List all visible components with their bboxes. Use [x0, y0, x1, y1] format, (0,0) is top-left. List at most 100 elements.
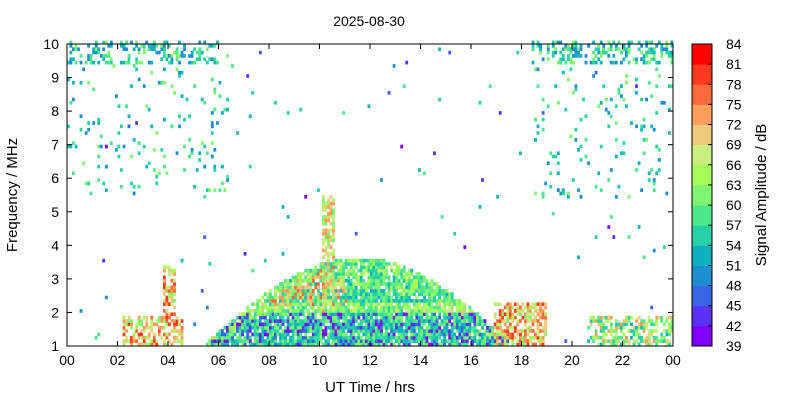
heatmap-cell [324, 218, 328, 223]
heatmap-cell [266, 342, 270, 347]
heatmap-cell [352, 265, 356, 270]
heatmap-cell [498, 329, 502, 333]
heatmap-cell [410, 339, 414, 343]
heatmap-cell [501, 315, 505, 320]
heatmap-cell [115, 94, 118, 98]
heatmap-cell [620, 342, 623, 347]
heatmap-cell [251, 325, 255, 330]
heatmap-cell [342, 295, 346, 300]
heatmap-cell [395, 299, 399, 303]
heatmap-cell [258, 50, 262, 55]
colorbar-tick-label: 69 [726, 137, 742, 153]
heatmap-cell [332, 292, 335, 296]
heatmap-cell [253, 329, 257, 333]
heatmap-cell [324, 228, 328, 233]
heatmap-cell [443, 329, 447, 333]
heatmap-cell [157, 319, 161, 323]
heatmap-cell [251, 315, 255, 320]
heatmap-cell [652, 188, 656, 192]
heatmap-cell [460, 342, 464, 347]
heatmap-cell [609, 97, 613, 102]
heatmap-cell [375, 339, 378, 343]
heatmap-cell [357, 339, 361, 343]
heatmap-cell [443, 305, 447, 310]
heatmap-cell [407, 285, 411, 290]
heatmap-cell [352, 292, 356, 296]
y-tick-label: 3 [51, 271, 59, 287]
heatmap-cell [370, 292, 373, 296]
heatmap-cell [216, 339, 219, 343]
heatmap-cell [327, 339, 330, 343]
heatmap-cell [380, 332, 383, 337]
heatmap-cell [455, 325, 459, 330]
heatmap-cell [296, 322, 300, 327]
heatmap-cell [645, 325, 649, 330]
heatmap-cell [359, 325, 363, 330]
heatmap-cell [274, 299, 277, 303]
heatmap-cell [380, 309, 383, 313]
heatmap-cell [296, 312, 300, 317]
heatmap-cell [332, 278, 335, 283]
heatmap-cell [587, 339, 591, 343]
heatmap-cell [281, 342, 285, 347]
heatmap-cell [476, 342, 479, 347]
heatmap-cell [241, 332, 245, 337]
heatmap-cell [72, 141, 75, 145]
heatmap-cell [344, 289, 348, 293]
heatmap-cell [498, 342, 502, 347]
heatmap-cell [170, 342, 174, 347]
heatmap-cell [334, 322, 338, 327]
heatmap-cell [135, 121, 139, 125]
heatmap-cell [322, 201, 325, 206]
heatmap-cell [561, 70, 565, 75]
heatmap-cell [337, 325, 341, 330]
heatmap-cell [233, 325, 237, 330]
heatmap-cell [448, 315, 452, 320]
heatmap-cell [301, 278, 305, 283]
heatmap-cell [226, 339, 229, 343]
heatmap-cell [395, 319, 399, 323]
heatmap-cell [296, 272, 300, 276]
heatmap-cell [175, 339, 179, 343]
heatmap-cell [541, 97, 545, 102]
heatmap-cell [269, 292, 272, 296]
heatmap-cell [415, 319, 419, 323]
heatmap-cell [579, 44, 583, 48]
colorbar-tick-label: 72 [726, 117, 742, 133]
heatmap-cell [173, 299, 176, 303]
heatmap-cell [463, 305, 467, 310]
heatmap-cell [395, 292, 399, 296]
heatmap-cell [392, 282, 396, 286]
heatmap-cell [372, 302, 376, 307]
heatmap-cell [423, 332, 426, 337]
heatmap-cell [415, 295, 419, 300]
y-tick-label: 5 [51, 204, 59, 220]
heatmap-cell [430, 285, 434, 290]
heatmap-cell [266, 322, 270, 327]
heatmap-cell [513, 329, 517, 333]
heatmap-cell [465, 322, 469, 327]
heatmap-cell [397, 299, 401, 303]
heatmap-cell [425, 335, 429, 340]
heatmap-cell [428, 332, 431, 337]
heatmap-cell [410, 315, 414, 320]
heatmap-cell [387, 299, 391, 303]
heatmap-cell [526, 339, 530, 343]
heatmap-cell [516, 312, 520, 317]
heatmap-cell [607, 124, 611, 129]
heatmap-cell [486, 335, 489, 340]
heatmap-cell [372, 282, 376, 286]
heatmap-cell [567, 57, 570, 62]
heatmap-cell [294, 329, 298, 333]
heatmap-cell [357, 289, 361, 293]
heatmap-cell [173, 50, 176, 55]
heatmap-cell [650, 305, 654, 310]
heatmap-cell [556, 161, 560, 166]
heatmap-cell [69, 44, 73, 48]
colorbar-tick-label: 45 [726, 298, 742, 314]
heatmap-cell [559, 191, 563, 196]
heatmap-cell [455, 315, 459, 320]
heatmap-cell [311, 335, 315, 340]
heatmap-cell [104, 164, 108, 169]
heatmap-cell [453, 322, 457, 327]
